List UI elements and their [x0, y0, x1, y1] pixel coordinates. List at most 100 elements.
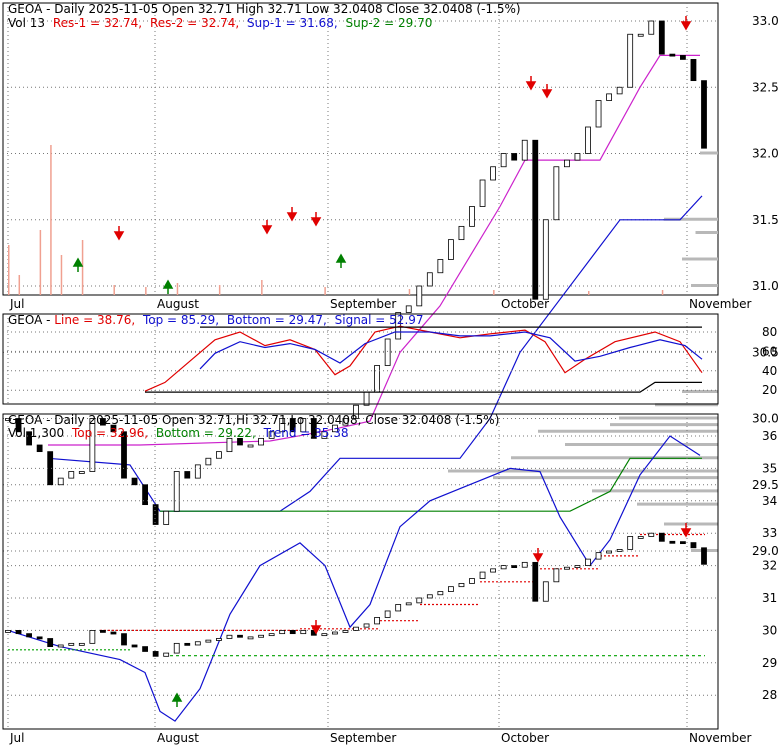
volume-bar [39, 230, 42, 295]
month-label: September [330, 731, 396, 745]
oscillator-lines [144, 325, 703, 393]
volume-bar [661, 290, 664, 295]
month-label: October [501, 297, 549, 311]
profile-bar [592, 489, 718, 493]
candle [36, 444, 43, 453]
candle [5, 630, 11, 633]
candle [152, 651, 159, 657]
candle [205, 457, 212, 466]
candle [574, 565, 581, 568]
trend-line [7, 435, 701, 722]
candle [511, 153, 518, 161]
candle [384, 338, 391, 366]
trend-legend-bottom: Bottom = 29.22, [156, 426, 256, 440]
price-y-tick: 31.0 [752, 279, 779, 293]
candle [110, 631, 117, 635]
candle [490, 568, 496, 573]
sell-arrow [680, 523, 692, 538]
month-label: October [501, 731, 549, 745]
volume-bar [60, 255, 63, 295]
candle [437, 591, 444, 596]
price-y-tick: 29.5 [752, 478, 779, 492]
candle [110, 424, 117, 433]
candle [469, 206, 475, 227]
candle [648, 20, 655, 35]
profile-bar [538, 429, 718, 433]
oscillator-panel-frame [2, 313, 719, 405]
candle [321, 431, 328, 439]
candle [89, 418, 96, 472]
candle [363, 623, 370, 628]
candle [15, 418, 22, 433]
sell-arrow [541, 84, 553, 99]
candle [606, 550, 612, 554]
candle [669, 53, 676, 57]
candle [342, 630, 349, 633]
candle [542, 219, 549, 300]
candle [268, 431, 275, 439]
candle [448, 239, 454, 260]
candle [606, 93, 612, 101]
candle [300, 418, 307, 433]
profile-bar [619, 416, 718, 420]
profile-bar [664, 522, 718, 526]
candle [247, 444, 254, 448]
legend-sup1: Sup-1 = 31.68, [247, 16, 338, 30]
candle [574, 153, 581, 161]
candle [15, 630, 22, 635]
volume-bar [8, 245, 10, 295]
price-y-tick: 32.0 [752, 147, 779, 161]
trend-arrows [171, 523, 692, 707]
volume-bar [588, 291, 590, 295]
candle [690, 542, 697, 549]
candle [426, 272, 433, 287]
price-x-labels: Jul August September October November [9, 297, 751, 311]
legend-res2: Res-2 = 32.74, [150, 16, 239, 30]
candle [78, 471, 85, 474]
candle [542, 581, 549, 602]
candle [690, 59, 697, 82]
candle [426, 594, 433, 599]
month-label: September [330, 297, 396, 311]
profile-bar [655, 403, 718, 407]
profile-bar [637, 502, 718, 506]
legend-res1: Res-1 = 32.74, [53, 16, 142, 30]
candle [216, 451, 222, 459]
candle [68, 471, 75, 479]
volume-bar [324, 287, 326, 295]
candle [47, 638, 54, 648]
candle [237, 634, 243, 638]
candle [194, 464, 201, 479]
candle [226, 437, 233, 453]
price-y-tick: 32.5 [752, 80, 779, 94]
candle [332, 424, 338, 433]
volume-bar [261, 280, 263, 295]
volume-bar [18, 275, 21, 295]
candle [279, 418, 286, 433]
candle [163, 652, 170, 657]
trend-y-tick: 32 [762, 559, 777, 573]
candle [637, 33, 644, 37]
profile-bar [511, 456, 718, 460]
candle [469, 578, 475, 584]
candle [226, 634, 233, 639]
candle [184, 471, 191, 479]
candle [310, 418, 317, 439]
candle [564, 566, 570, 570]
osc-y-tick: 60 [762, 344, 777, 358]
price-panel-frame [2, 2, 719, 296]
candle [448, 586, 454, 592]
candle [131, 477, 138, 486]
volume-bar [493, 290, 495, 295]
candle [152, 504, 159, 525]
trend-y-tick: 30 [762, 623, 777, 637]
volume-bars [8, 145, 664, 295]
volume-profile [448, 151, 718, 552]
osc-y-tick: 80 [762, 325, 777, 339]
candle [100, 418, 106, 426]
osc-legend-signal: Signal = 52.97 [335, 313, 424, 327]
price-panel-grid [3, 3, 718, 552]
price-y-ticks: 33.0 32.5 32.0 31.5 31.0 30.5 30.0 29.5 29.0 [752, 14, 779, 558]
sell-arrow [261, 220, 273, 235]
